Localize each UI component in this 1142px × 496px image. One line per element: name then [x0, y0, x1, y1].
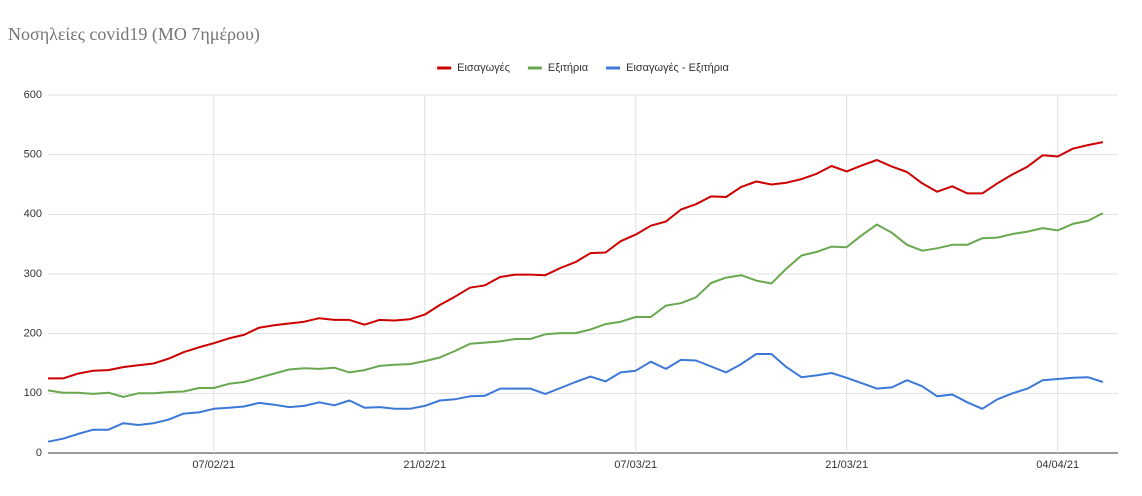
series-line [47, 353, 1104, 443]
y-tick-label: 300 [24, 268, 42, 280]
y-tick-label: 600 [24, 89, 42, 101]
legend: Εισαγωγές Εξιτήρια Εισαγωγές - Εξιτήρια [437, 62, 729, 74]
chart-title: Νοσηλείες covid19 (ΜΟ 7ημέρου) [8, 24, 260, 45]
y-tick-label: 0 [36, 447, 42, 459]
x-tick-label: 21/02/21 [403, 459, 446, 471]
x-tick-label: 21/03/21 [825, 459, 868, 471]
legend-label: Εξιτήρια [548, 62, 589, 74]
x-tick-label: 04/04/21 [1036, 459, 1079, 471]
series-line [48, 141, 1104, 380]
y-tick-label: 500 [24, 149, 42, 161]
y-tick-label: 100 [24, 387, 42, 399]
legend-label: Εισαγωγές [457, 62, 510, 74]
legend-label: Εισαγωγές - Εξιτήρια [626, 62, 729, 74]
series-line [47, 212, 1104, 398]
x-tick-label: 07/02/21 [192, 459, 235, 471]
x-tick-label: 07/03/21 [614, 459, 657, 471]
y-tick-label: 400 [24, 208, 42, 220]
y-tick-label: 200 [24, 328, 42, 340]
